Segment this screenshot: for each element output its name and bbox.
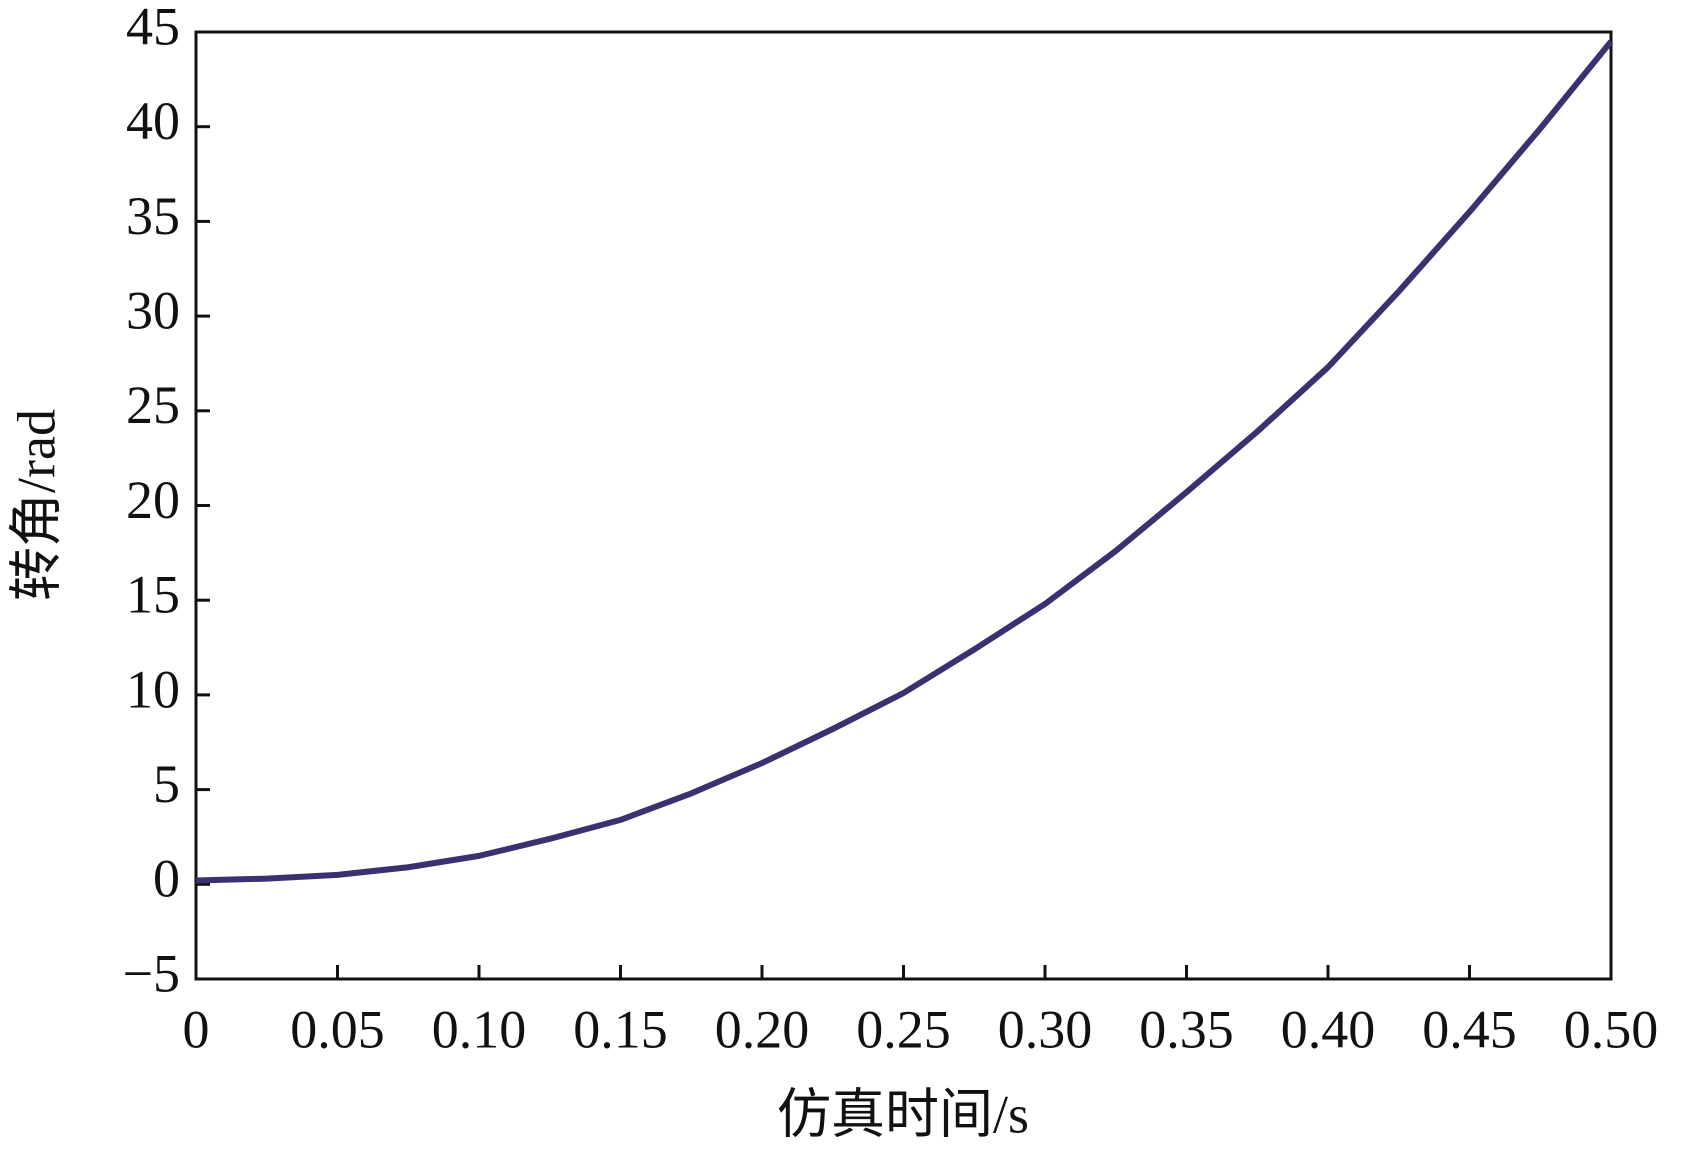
x-tick-label: 0.05 (290, 999, 385, 1059)
x-tick-label: 0.40 (1281, 999, 1376, 1059)
x-tick-label: 0.50 (1564, 999, 1659, 1059)
y-axis-label: 转角/rad (6, 409, 66, 601)
x-tick-label: 0.25 (856, 999, 951, 1059)
x-tick-label: 0.45 (1422, 999, 1517, 1059)
x-axis-label: 仿真时间/s (777, 1084, 1029, 1144)
x-tick-label: 0 (183, 999, 210, 1059)
x-tick-label: 0.20 (715, 999, 810, 1059)
y-tick-label: 5 (153, 754, 180, 814)
y-tick-label: 25 (126, 375, 180, 435)
y-tick-label: 40 (126, 91, 180, 151)
plot-frame (194, 30, 1613, 981)
y-tick-label: 35 (126, 186, 180, 246)
y-tick-label: 10 (126, 659, 180, 719)
y-tick-label: 30 (126, 280, 180, 340)
x-tick-label: 0.15 (573, 999, 668, 1059)
x-tick-label: 0.35 (1139, 999, 1234, 1059)
y-tick-label: 20 (126, 470, 180, 530)
x-tick-label: 0.30 (998, 999, 1093, 1059)
y-tick-label: −5 (123, 943, 180, 1003)
x-tick-label: 0.10 (432, 999, 527, 1059)
data-line (195, 39, 1614, 884)
y-tick-label: 15 (126, 565, 180, 625)
y-tick-label: 45 (126, 0, 180, 56)
y-tick-label: 0 (153, 849, 180, 909)
